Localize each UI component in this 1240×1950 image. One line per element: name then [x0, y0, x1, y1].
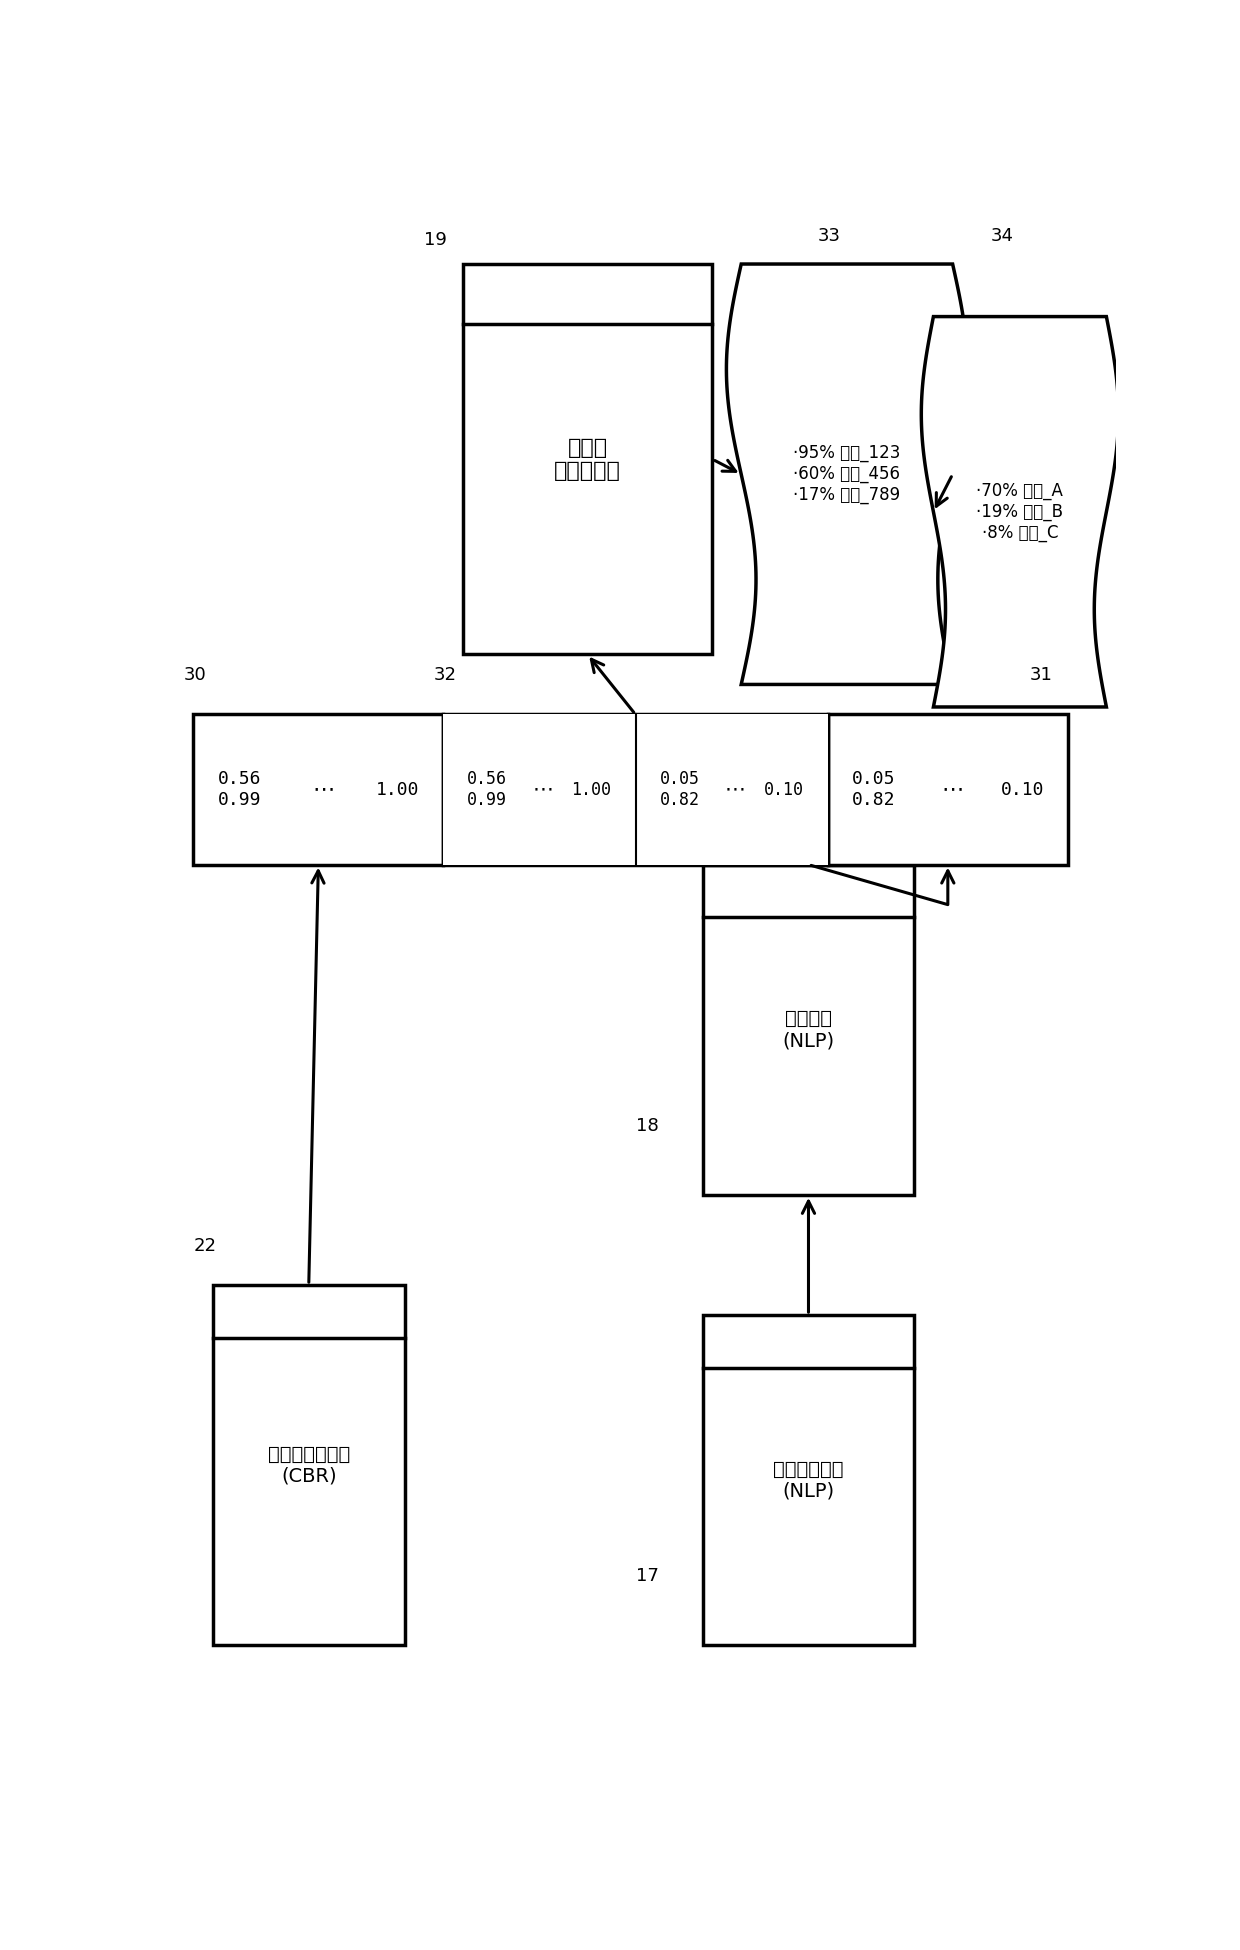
Text: ⋯: ⋯ — [725, 780, 746, 799]
Text: 34: 34 — [991, 226, 1014, 244]
Text: 33: 33 — [818, 226, 841, 244]
Text: ⋯: ⋯ — [941, 780, 963, 799]
Text: 0.56
0.99: 0.56 0.99 — [217, 770, 260, 809]
Bar — [703, 864, 914, 1195]
Text: ·95% 案例_123
·60% 案例_456
·17% 案例_789: ·95% 案例_123 ·60% 案例_456 ·17% 案例_789 — [794, 445, 900, 505]
Bar — [463, 263, 713, 655]
Text: 0.10: 0.10 — [1001, 780, 1044, 799]
Bar — [703, 1314, 914, 1646]
Text: 19: 19 — [424, 230, 446, 250]
Text: ⋯: ⋯ — [533, 780, 554, 799]
Bar — [444, 714, 828, 864]
Bar — [193, 714, 444, 864]
Bar — [213, 1285, 404, 1646]
Bar — [635, 714, 828, 864]
Text: 1.00: 1.00 — [376, 780, 419, 799]
Polygon shape — [727, 263, 967, 684]
Text: 集群检索
(NLP): 集群检索 (NLP) — [782, 1010, 835, 1051]
Text: 文本特征提取
(NLP): 文本特征提取 (NLP) — [774, 1461, 843, 1502]
Bar — [828, 714, 1068, 864]
Polygon shape — [921, 316, 1118, 708]
Text: 30: 30 — [184, 667, 207, 684]
Text: ·70% 集群_A
·19% 集群_B
·8% 集群_C: ·70% 集群_A ·19% 集群_B ·8% 集群_C — [976, 482, 1064, 542]
Text: 17: 17 — [635, 1568, 658, 1585]
Text: 22: 22 — [193, 1236, 217, 1256]
Text: ⋯: ⋯ — [312, 780, 335, 799]
Text: 18: 18 — [635, 1117, 658, 1135]
Text: 32: 32 — [434, 667, 456, 684]
Text: 0.05
0.82: 0.05 0.82 — [660, 770, 699, 809]
Text: 0.10: 0.10 — [764, 780, 804, 799]
Bar — [444, 714, 635, 864]
Text: 传感器特征压缩
(CBR): 传感器特征压缩 (CBR) — [268, 1445, 350, 1486]
Text: 集成的
排序和检索: 集成的 排序和检索 — [554, 437, 621, 482]
Text: 1.00: 1.00 — [572, 780, 611, 799]
Text: 0.05
0.82: 0.05 0.82 — [852, 770, 895, 809]
Text: 31: 31 — [1029, 667, 1053, 684]
Text: 0.56
0.99: 0.56 0.99 — [467, 770, 507, 809]
